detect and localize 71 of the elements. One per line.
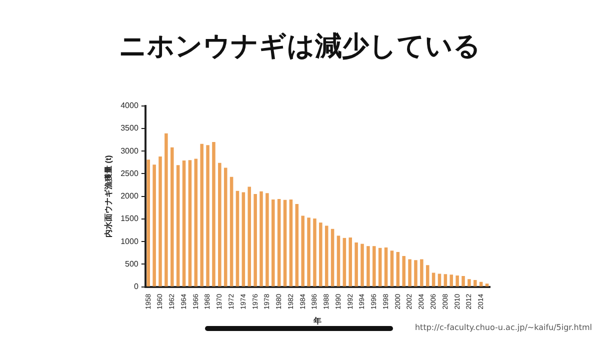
bar [336,236,340,286]
bar [212,142,216,286]
bar [218,162,222,286]
bar [272,199,275,286]
bar [295,204,299,286]
bar [330,228,334,286]
bar [438,274,442,286]
bar [188,160,192,286]
bar [277,199,281,286]
y-tick-label: 2000 [120,192,139,201]
text: http://c-faculty.chuo-u.ac.jp/~kaifu/5igr.html [414,323,592,332]
bar [200,144,204,286]
bar [194,158,198,286]
bar [378,248,382,286]
bar [230,176,234,286]
y-tick-label: 500 [125,259,139,268]
y-tick-label: 2500 [120,168,139,178]
bar [260,191,263,286]
bar [146,160,150,286]
bar [324,226,328,286]
y-tick-label: 1500 [120,214,139,224]
bar [414,260,418,286]
bar [307,218,310,286]
y-tick-label: 3000 [120,146,139,156]
bar [242,192,246,286]
bar [164,133,168,286]
bar [402,256,406,286]
bar [170,147,174,286]
bar [384,247,388,286]
bar [254,194,257,286]
bar [176,165,180,286]
y-tick-label: 3500 [120,124,139,133]
bar [420,259,424,286]
bar [313,218,316,286]
bar [444,274,448,286]
bar [342,238,346,286]
bar [206,145,210,286]
bar [432,272,436,286]
y-tick-label: 0 [134,282,139,292]
bar [366,246,370,286]
bar [456,276,459,286]
chart-title: ニホンウナギは減少している [118,30,482,64]
bar [158,156,162,286]
bar [450,274,454,286]
bar [289,199,293,286]
bar [372,246,376,286]
bar [266,193,269,286]
bar [474,280,477,286]
bar [408,259,412,286]
bar [360,244,364,286]
bar [390,250,394,286]
y-tick-label: 1000 [120,236,139,246]
bar [396,252,400,286]
bar [236,190,240,286]
bar [224,168,228,286]
bar [248,186,252,286]
bar [485,284,489,286]
bar [283,200,287,286]
bar [468,279,471,286]
bar [479,282,483,286]
y-axis-title: 内水面ウナギ漁獲量 (t) [104,154,114,238]
bar [319,222,322,286]
y-tick-label: 4000 [120,101,139,110]
bar [152,164,156,286]
bar [348,238,352,286]
bar [301,216,304,286]
bar [182,160,186,286]
bar [354,242,358,286]
bar [426,265,430,286]
x-axis-title: 年 [312,316,322,326]
bar [462,276,465,286]
